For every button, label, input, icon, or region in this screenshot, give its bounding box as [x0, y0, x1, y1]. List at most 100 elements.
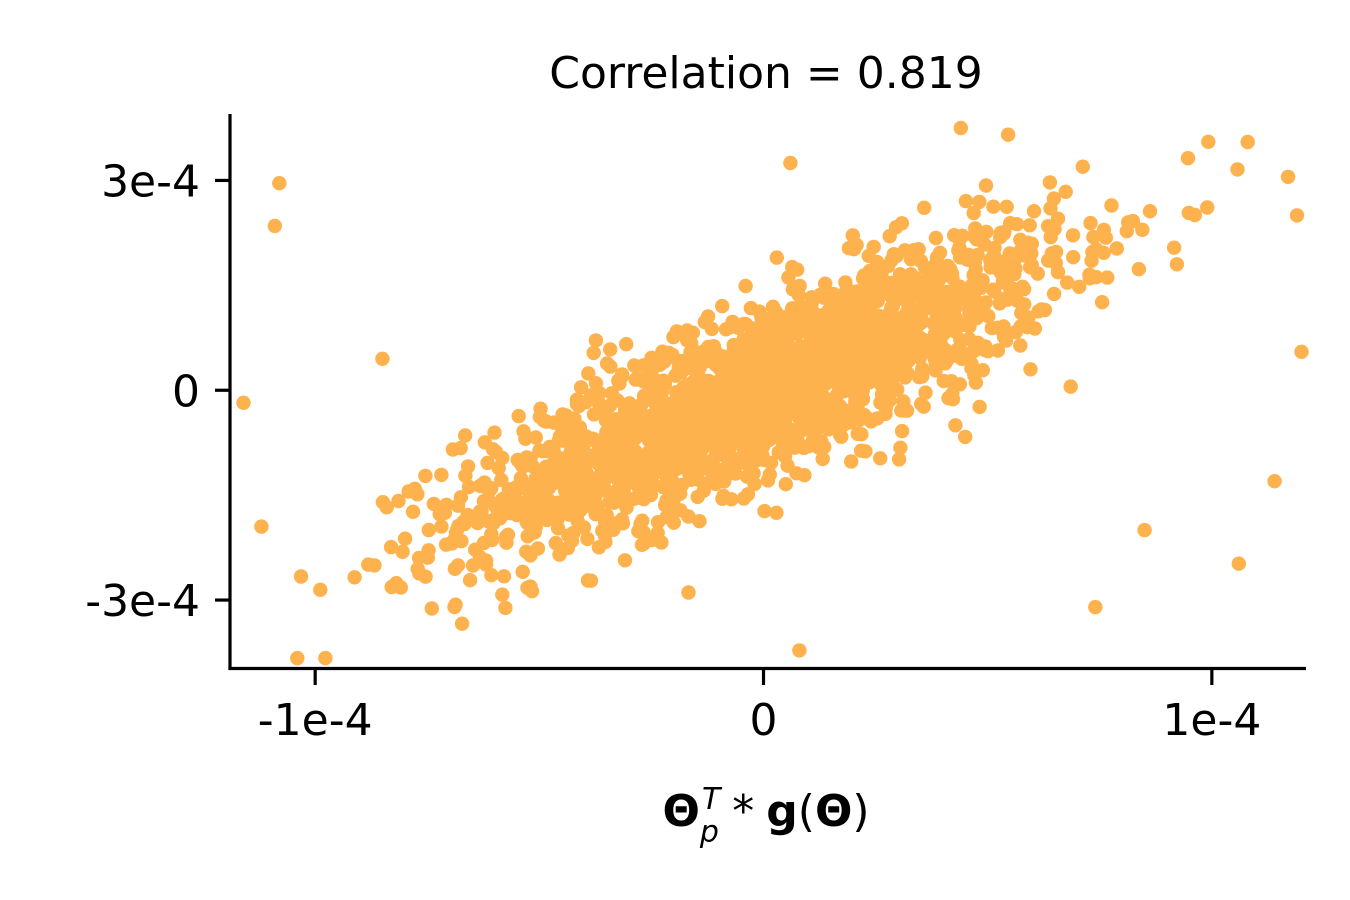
- scatter-point: [731, 398, 746, 414]
- scatter-point: [580, 531, 595, 547]
- scatter-point: [525, 459, 540, 474]
- scatter-point: [610, 393, 625, 408]
- scatter-point: [790, 433, 805, 449]
- scatter-point: [548, 535, 563, 551]
- scatter-point: [1058, 184, 1073, 199]
- scatter-point: [434, 519, 449, 534]
- scatter-point: [907, 340, 922, 355]
- scatter-point: [1104, 198, 1119, 213]
- x-axis-label-sub-p: p: [699, 815, 719, 850]
- scatter-point: [777, 449, 793, 464]
- scatter-point: [496, 569, 512, 584]
- scatter-point: [650, 515, 666, 530]
- scatter-point: [1075, 159, 1091, 174]
- scatter-point: [698, 378, 713, 394]
- scatter-point: [962, 331, 977, 347]
- scatter-point: [516, 424, 531, 439]
- scatter-point: [785, 282, 801, 297]
- scatter-point: [454, 616, 470, 631]
- scatter-point: [880, 258, 896, 274]
- scatter-point: [527, 525, 542, 540]
- scatter-point: [844, 454, 859, 469]
- scatter-point: [689, 394, 705, 409]
- scatter-point: [936, 285, 951, 300]
- scatter-point: [777, 415, 792, 430]
- scatter-point: [733, 383, 748, 399]
- scatter-point: [580, 573, 596, 588]
- scatter-point: [752, 328, 767, 343]
- scatter-point: [727, 423, 742, 438]
- scatter-point: [491, 460, 506, 476]
- scatter-point: [762, 467, 777, 482]
- scatter-point: [603, 342, 618, 357]
- scatter-point: [948, 318, 963, 334]
- scatter-point: [548, 460, 564, 475]
- scatter-point: [1022, 218, 1037, 233]
- y-tick-label: -3e-4: [85, 576, 200, 627]
- scatter-point: [765, 354, 780, 370]
- scatter-point: [897, 293, 913, 308]
- scatter-point: [617, 553, 633, 568]
- scatter-point: [896, 394, 911, 409]
- scatter-point: [990, 343, 1006, 358]
- scatter-point: [926, 315, 942, 330]
- scatter-point: [684, 451, 699, 467]
- scatter-point: [564, 533, 580, 548]
- scatter-point: [849, 237, 864, 253]
- scatter-point: [792, 298, 808, 313]
- scatter-point: [824, 370, 839, 385]
- scatter-point: [313, 582, 328, 597]
- scatter-point: [434, 467, 449, 483]
- scatter-point: [972, 194, 987, 210]
- scatter-point: [968, 221, 983, 236]
- scatter-point: [454, 533, 469, 549]
- scatter-point: [532, 409, 548, 425]
- scatter-point: [715, 298, 730, 314]
- scatter-point: [523, 548, 538, 563]
- scatter-point: [814, 412, 829, 427]
- scatter-point: [741, 335, 756, 350]
- scatter-point: [581, 366, 596, 381]
- scatter-point: [599, 356, 615, 371]
- scatter-point: [1066, 250, 1081, 265]
- y-tick-label: 0: [172, 366, 200, 417]
- scatter-point: [758, 378, 773, 393]
- scatter-point: [661, 424, 676, 439]
- scatter-point: [636, 409, 652, 424]
- scatter-point: [1094, 295, 1110, 310]
- scatter-point: [966, 205, 981, 221]
- scatter-point: [1046, 286, 1062, 302]
- scatter-point: [1048, 255, 1064, 271]
- scatter-point: [700, 309, 716, 324]
- scatter-point: [1016, 248, 1031, 263]
- scatter-point: [941, 391, 956, 406]
- scatter-point: [511, 408, 526, 424]
- scatter-point: [515, 564, 530, 579]
- scatter-point: [706, 419, 722, 434]
- scatter-point: [1083, 215, 1098, 231]
- scatter-point: [556, 433, 571, 448]
- scatter-point: [619, 432, 635, 447]
- scatter-point: [867, 370, 883, 386]
- scatter-point: [665, 461, 680, 477]
- x-tick-label: 0: [750, 695, 778, 746]
- scatter-point: [726, 463, 741, 479]
- scatter-point: [906, 305, 922, 320]
- scatter-point: [1082, 271, 1098, 286]
- scatter-point: [410, 487, 425, 502]
- scatter-point: [765, 299, 781, 314]
- scatter-point: [461, 479, 477, 495]
- scatter-point: [832, 427, 848, 442]
- scatter-point: [703, 474, 718, 490]
- scatter-point: [649, 446, 665, 461]
- scatter-point: [967, 368, 982, 383]
- scatter-point: [508, 480, 524, 495]
- scatter-point: [1000, 127, 1016, 142]
- scatter-point: [681, 377, 697, 392]
- x-axis-ticks: -1e-4 0 1e-4: [258, 670, 1261, 746]
- x-axis-label-sup-t: T: [702, 782, 723, 817]
- scatter-point: [272, 176, 287, 191]
- scatter-point: [664, 512, 679, 527]
- scatter-point: [643, 467, 658, 482]
- scatter-point: [617, 403, 633, 418]
